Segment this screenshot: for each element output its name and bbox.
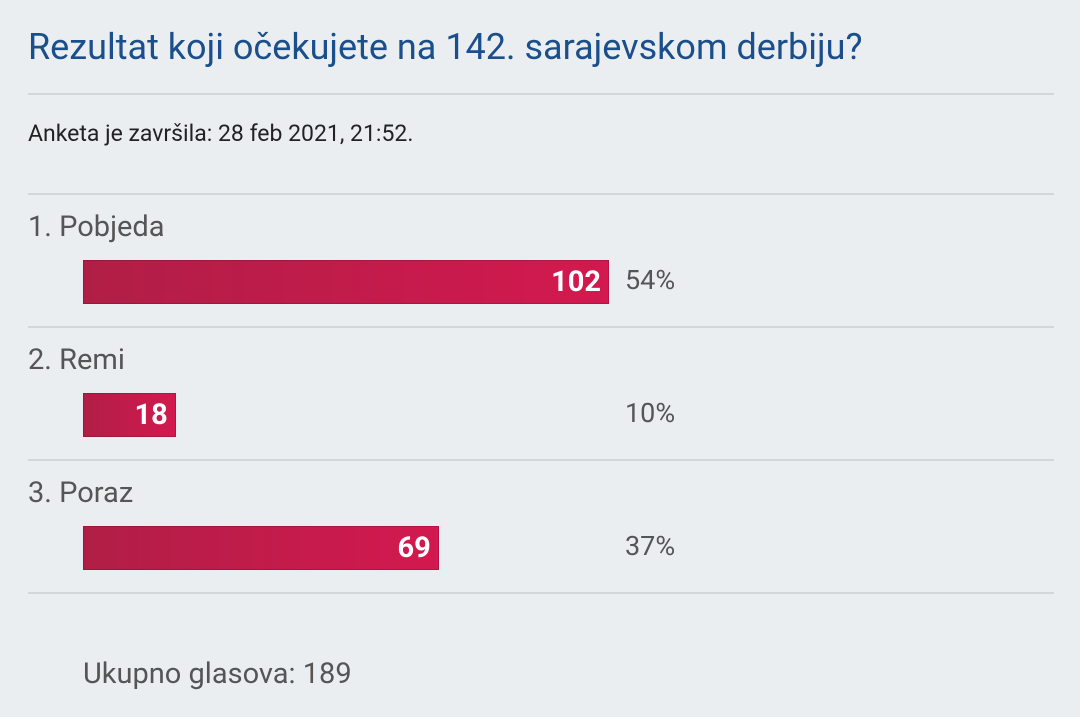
vote-percent: 37% [625, 530, 676, 562]
divider [28, 193, 1054, 195]
vote-percent: 10% [625, 397, 676, 429]
divider [28, 326, 1054, 328]
total-votes: Ukupno glasova: 189 [83, 657, 352, 691]
vote-count: 18 [134, 398, 168, 432]
vote-count: 102 [551, 265, 601, 299]
vote-percent: 54% [625, 264, 676, 296]
option-label: 1. Pobjeda [28, 210, 165, 244]
divider [28, 459, 1054, 461]
vote-bar: 102 [83, 260, 609, 304]
divider [28, 592, 1054, 594]
option-label: 2. Remi [28, 343, 125, 377]
vote-bar: 69 [83, 526, 439, 570]
poll-status: Anketa je završila: 28 feb 2021, 21:52. [28, 120, 414, 147]
option-label: 3. Poraz [28, 476, 134, 510]
poll-title: Rezultat koji očekujete na 142. sarajevs… [28, 26, 863, 68]
vote-bar: 18 [83, 393, 176, 437]
divider [28, 93, 1054, 95]
vote-count: 69 [397, 531, 431, 565]
